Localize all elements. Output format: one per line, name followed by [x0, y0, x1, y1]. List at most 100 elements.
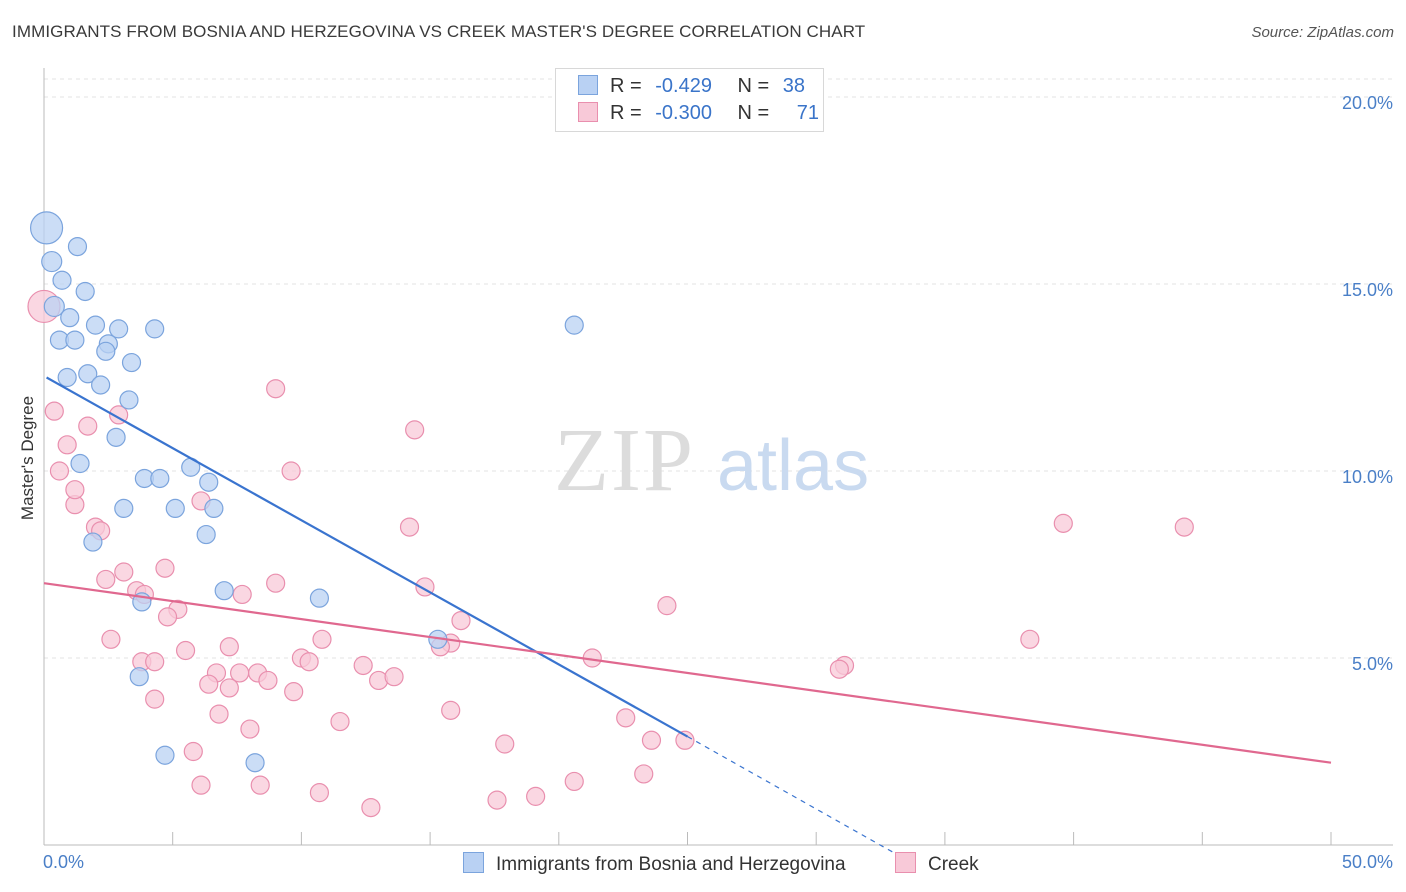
legend-n-label: N = [737, 75, 770, 97]
source-credit: Source: ZipAtlas.com [1251, 24, 1394, 41]
watermark: ZIP atlas [554, 411, 869, 510]
creek-point [145, 689, 165, 709]
creek-point [114, 562, 134, 582]
bosnia-point [196, 524, 216, 545]
creek-point [641, 730, 662, 750]
legend-n-label: N = [737, 102, 770, 124]
legend-n-value-creek: 71 [796, 102, 820, 124]
creek-point [495, 734, 515, 754]
bosnia-point [245, 753, 265, 773]
bosnia-point [65, 330, 85, 350]
creek-point [441, 700, 461, 720]
y-tick-label: 15.0% [1341, 280, 1393, 300]
creek-point [219, 637, 239, 657]
bosnia-point [204, 498, 224, 518]
creek-point [96, 569, 116, 590]
axes [43, 68, 1393, 846]
creek-point [266, 573, 286, 593]
bosnia-point [155, 745, 175, 765]
y-tick-label: 5.0% [1351, 654, 1393, 674]
legend-row-bosnia: R = -0.429 N = 38 [578, 75, 805, 99]
creek-point [361, 797, 381, 818]
legend-r-value-creek: -0.300 [655, 102, 712, 124]
legend-r-label: R = [610, 75, 642, 97]
chart-title: IMMIGRANTS FROM BOSNIA AND HERZEGOVINA V… [12, 22, 866, 41]
creek-point [219, 678, 239, 698]
bottom-legend-bosnia: Immigrants from Bosnia and Herzegovina [463, 852, 846, 876]
creek-points [27, 289, 1194, 818]
creek-point [312, 629, 332, 649]
creek-point [330, 711, 350, 732]
bosnia-point [129, 667, 149, 687]
bosnia-point [78, 364, 98, 384]
bosnia-point [106, 427, 126, 447]
bosnia-point [67, 237, 88, 257]
legend-swatch-blue [578, 75, 598, 95]
creek-point [145, 652, 165, 672]
bosnia-trend-extension [687, 736, 894, 854]
bosnia-point [114, 498, 134, 518]
creek-point [399, 517, 420, 537]
creek-point [675, 730, 695, 750]
bosnia-point [85, 315, 106, 335]
bosnia-point [41, 250, 63, 273]
bosnia-point [165, 498, 185, 518]
creek-point [451, 610, 471, 631]
creek-trend-line [43, 582, 1332, 764]
watermark-atlas: atlas [717, 426, 869, 506]
watermark-zip: ZIP [554, 411, 695, 510]
bosnia-point [214, 581, 234, 601]
creek-point [309, 783, 330, 803]
creek-point [526, 786, 546, 806]
legend-swatch-pink [578, 102, 598, 122]
creek-point [616, 708, 636, 728]
correlation-legend: R = -0.429 N = 38 R = -0.300 N = 71 [555, 68, 824, 132]
creek-point [78, 416, 98, 436]
creek-point [1053, 513, 1073, 533]
creek-point [232, 584, 252, 605]
creek-point [1020, 629, 1040, 649]
creek-point [266, 379, 286, 399]
creek-point [240, 719, 260, 739]
gridlines [44, 78, 1393, 659]
bosnia-point [109, 319, 129, 339]
legend-n-value-bosnia: 38 [782, 75, 806, 97]
creek-point [353, 655, 373, 676]
bosnia-point [70, 453, 90, 474]
creek-point [65, 480, 85, 500]
creek-point [183, 741, 203, 762]
bosnia-point [150, 468, 170, 489]
bosnia-point [60, 308, 80, 328]
legend-row-creek: R = -0.300 N = 71 [578, 102, 819, 126]
creek-point [284, 682, 304, 702]
creek-point [157, 607, 178, 627]
bottom-legend-label-creek: Creek [928, 854, 979, 875]
creek-point [405, 420, 425, 440]
creek-point [829, 659, 849, 679]
bosnia-point [57, 367, 77, 388]
creek-point [101, 629, 121, 649]
bosnia-point [145, 319, 165, 339]
trend-lines [43, 376, 1332, 854]
bosnia-points [29, 211, 584, 773]
creek-point [49, 461, 70, 481]
bosnia-point [96, 341, 116, 361]
bosnia-point [309, 588, 330, 608]
bosnia-trend-line [46, 376, 689, 738]
bottom-legend-label-bosnia: Immigrants from Bosnia and Herzegovina [496, 854, 846, 875]
y-tick-label: 20.0% [1341, 93, 1393, 113]
creek-point [634, 764, 654, 784]
creek-point [657, 596, 677, 616]
creek-point [1174, 517, 1194, 537]
bosnia-point [29, 211, 64, 245]
x-tick-max: 50.0% [1341, 852, 1393, 872]
creek-point [209, 704, 229, 724]
bosnia-point [52, 270, 72, 290]
creek-point [384, 667, 404, 687]
creek-point [199, 674, 219, 694]
creek-point [281, 461, 301, 481]
creek-point [57, 435, 77, 455]
creek-point [155, 558, 175, 578]
creek-point [175, 640, 196, 661]
